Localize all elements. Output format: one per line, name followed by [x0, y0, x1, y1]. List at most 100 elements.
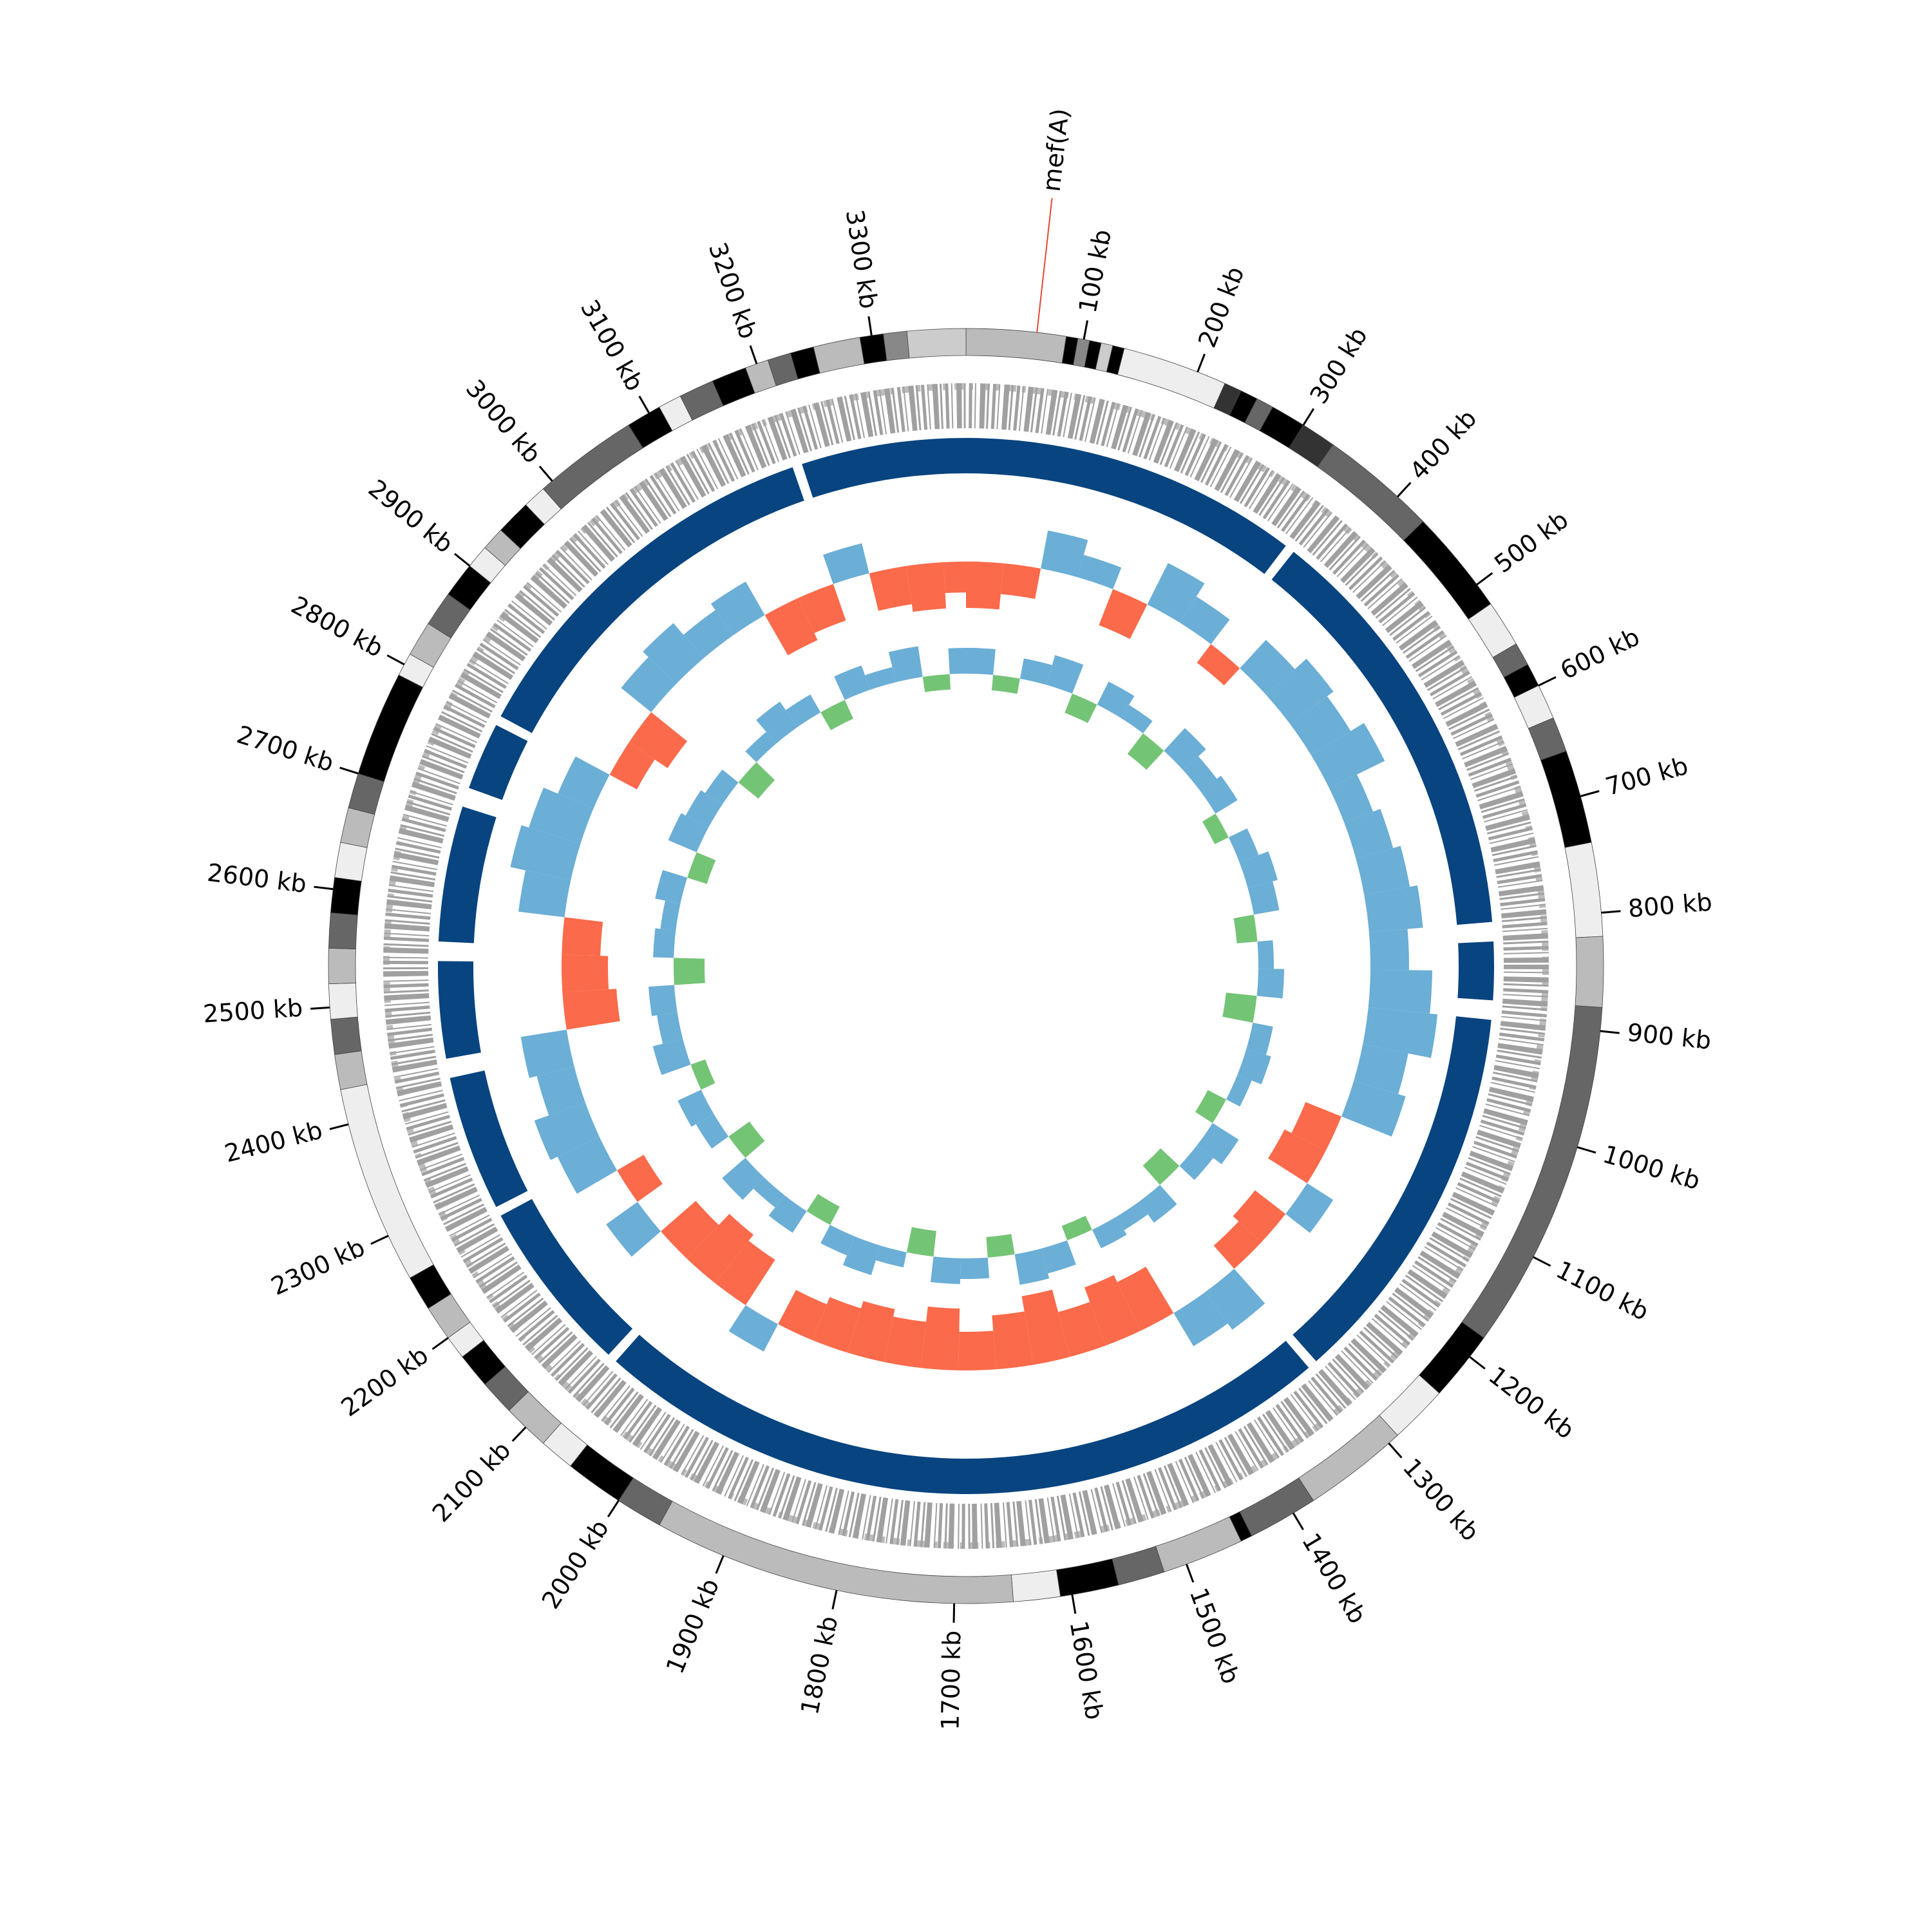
segment — [616, 1334, 1309, 1494]
histogram-bar — [778, 1289, 827, 1340]
segment — [1271, 551, 1493, 925]
histogram-bar — [1256, 969, 1284, 999]
histogram-bar — [931, 1256, 961, 1284]
histogram-bar — [1041, 530, 1088, 578]
band — [1112, 1546, 1165, 1586]
histogram-bar — [1290, 696, 1351, 755]
histogram-bar — [1117, 1266, 1174, 1331]
histogram-bar — [1183, 756, 1217, 791]
tick-mark — [329, 1123, 349, 1130]
tick-label: 1900 kb — [661, 1575, 725, 1678]
histogram-bar — [764, 598, 818, 656]
histogram-bar — [948, 648, 978, 674]
histogram-bar — [1021, 1289, 1070, 1365]
tick-label: 100 kb — [1074, 227, 1117, 316]
tick-mark — [431, 1337, 449, 1350]
histogram-bar — [1116, 1202, 1148, 1231]
histogram-bar — [1164, 728, 1206, 770]
histogram-bar — [1364, 885, 1423, 933]
gene-track — [383, 383, 1549, 1549]
band — [1117, 348, 1226, 409]
band — [330, 876, 362, 916]
histogram-bar — [1058, 1302, 1106, 1357]
histogram-bar — [1197, 1122, 1239, 1164]
tick-mark — [1580, 790, 1600, 797]
tick-label: 300 kb — [1304, 322, 1373, 408]
histogram-bar — [1173, 1292, 1228, 1347]
tick-mark — [1397, 482, 1412, 498]
tick-label: 3200 kb — [703, 239, 762, 343]
histogram-bar — [1368, 929, 1409, 971]
histogram-bar — [1077, 554, 1122, 589]
histogram-bar — [1213, 1221, 1262, 1269]
histogram-bar — [1014, 1248, 1050, 1285]
histogram-bar — [756, 701, 798, 744]
tick-mark — [1186, 1564, 1195, 1583]
histogram-bar — [1084, 1274, 1141, 1346]
histogram-bar — [617, 1155, 663, 1202]
histogram-bar — [690, 1059, 715, 1090]
histogram-bar — [842, 1236, 880, 1275]
segment — [469, 724, 528, 800]
histogram-bar — [1200, 775, 1238, 814]
histogram-bar — [529, 787, 594, 844]
tick-label: 2800 kb — [287, 591, 388, 663]
tick-mark — [314, 886, 334, 891]
histogram-bar — [1311, 723, 1385, 788]
histogram-bar — [674, 958, 705, 985]
band — [859, 333, 887, 365]
tick-label: 1200 kb — [1483, 1361, 1579, 1444]
histogram-bar — [1363, 1007, 1438, 1058]
tick-mark — [1388, 1443, 1403, 1459]
histogram-bar — [1202, 813, 1229, 844]
histogram-bar — [1240, 639, 1295, 696]
tick-label: 700 kb — [1602, 752, 1691, 801]
histogram-bar — [1233, 914, 1258, 943]
histogram-bar — [1127, 733, 1164, 770]
histogram-bar — [1121, 705, 1153, 734]
tick-mark — [1292, 1512, 1304, 1531]
histogram-bar — [1257, 940, 1274, 969]
histogram-bar — [1180, 596, 1230, 645]
histogram-bar — [1246, 1023, 1273, 1056]
histogram-bar — [986, 1234, 1015, 1258]
annotation-label: mef(A) — [1037, 107, 1074, 193]
tick-mark — [1469, 1356, 1486, 1370]
segment — [450, 1070, 528, 1208]
tick-label: 2400 kb — [222, 1116, 325, 1168]
tick-mark — [1601, 910, 1621, 914]
tick-label: 1000 kb — [1600, 1140, 1703, 1195]
tick-label: 900 kb — [1626, 1018, 1713, 1055]
histogram-bar — [991, 674, 1020, 694]
histogram-bar — [1092, 1217, 1127, 1249]
histogram-bar — [1239, 851, 1278, 889]
tick-mark — [339, 766, 359, 775]
histogram-bar — [1344, 809, 1394, 858]
histogram-bar — [652, 1038, 691, 1075]
band — [340, 807, 375, 848]
tick-label: 3000 kb — [460, 374, 547, 468]
tick-mark — [1600, 1030, 1620, 1034]
band — [1575, 936, 1604, 1008]
histogram-bar — [1226, 1074, 1252, 1107]
histogram-bar — [510, 825, 581, 880]
histogram-bar — [1099, 589, 1148, 639]
annotation-line — [1036, 198, 1053, 333]
histogram-bar — [722, 1157, 764, 1200]
histogram-bar — [728, 1305, 779, 1352]
histogram-bar — [677, 1090, 714, 1127]
histogram-bar — [1233, 1190, 1286, 1243]
histogram-bar — [798, 583, 846, 634]
tick-mark — [453, 553, 471, 567]
tick-label: 1400 kb — [1296, 1528, 1372, 1629]
histogram-bar — [728, 1121, 765, 1158]
tick-label: 2600 kb — [205, 858, 308, 898]
gene-track-outer — [383, 383, 1549, 1549]
tick-label: 2100 kb — [427, 1436, 516, 1528]
tick-label: 400 kb — [1405, 404, 1482, 486]
histogram-bar — [534, 1102, 600, 1160]
tick-mark — [511, 1426, 527, 1442]
band — [328, 983, 358, 1020]
histogram-bar — [753, 1177, 785, 1208]
tick-label: 2700 kb — [234, 720, 337, 777]
